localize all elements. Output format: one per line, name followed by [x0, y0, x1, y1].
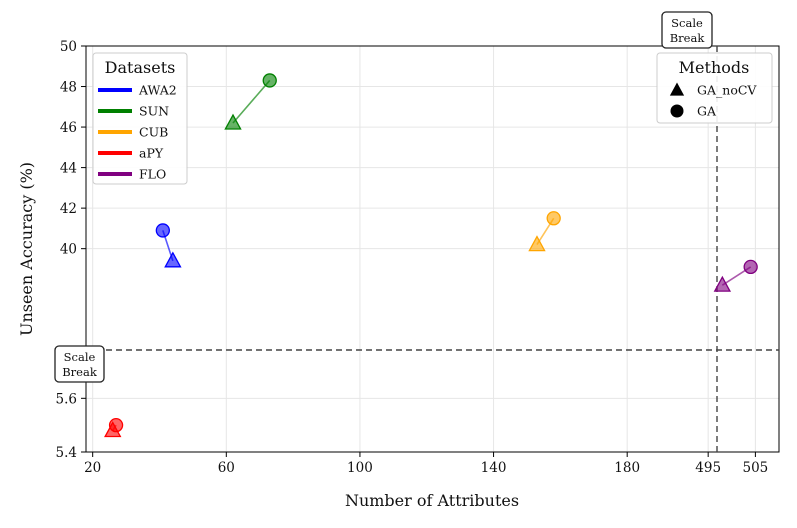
connector-sun	[232, 79, 271, 124]
legend-label-cub: CUB	[139, 125, 168, 140]
series-apy	[104, 418, 124, 438]
scale-break-text-left-line1: Scale	[64, 350, 96, 364]
series-sun	[224, 73, 277, 130]
point-awa2-ga-nocv	[164, 251, 182, 268]
y-tick-label: 46	[60, 120, 77, 136]
point-cub-ga	[546, 211, 561, 226]
x-tick-label: 100	[347, 460, 373, 476]
x-tick-label: 20	[84, 460, 101, 476]
y-tick-label: 44	[60, 161, 77, 177]
scale-break-text-left-line2: Break	[62, 365, 98, 379]
legend-label-sun: SUN	[139, 104, 169, 119]
y-tick-label: 50	[60, 39, 77, 55]
x-tick-label: 60	[218, 460, 235, 476]
point-awa2-ga	[155, 223, 170, 238]
data-points	[104, 73, 758, 438]
legend-marker-circle-icon	[670, 104, 684, 118]
point-sun-ga	[262, 73, 277, 88]
point-apy-ga	[108, 418, 124, 433]
point-flo-ga-nocv	[713, 275, 732, 292]
x-tick-label: 180	[614, 460, 640, 476]
y-tick-label: 40	[60, 242, 77, 258]
x-tick-label: 495	[695, 460, 721, 476]
legend-label-apy: aPY	[139, 146, 164, 161]
x-tick-label: 505	[742, 460, 768, 476]
scale-break-text-top-line2: Break	[670, 31, 706, 45]
y-tick-label: 42	[60, 201, 77, 217]
legend-label-flo: FLO	[139, 167, 166, 182]
legend-methods: Methods GA_noCV GA	[656, 52, 773, 124]
y-tick-label: 48	[60, 80, 77, 96]
scale-break-label-top: Scale Break	[661, 11, 713, 49]
legend-marker-triangle-icon	[669, 82, 685, 96]
legend-label-awa2: AWA2	[138, 83, 177, 98]
legend-label-ga: GA	[697, 104, 717, 119]
legend-methods-title: Methods	[679, 58, 750, 77]
y-axis-title: Unseen Accuracy (%)	[17, 162, 36, 336]
legend-label-ga_nocv: GA_noCV	[697, 83, 757, 98]
series-flo	[713, 259, 758, 292]
scale-break-text-top-line1: Scale	[671, 16, 703, 30]
scale-break-label-left: Scale Break	[54, 345, 105, 383]
x-axis: 20 60 100 140 180 495 505	[84, 452, 768, 476]
series-awa2	[155, 223, 182, 268]
x-axis-title: Number of Attributes	[345, 491, 519, 510]
y-axis: 40 42 44 46 48 50 5.4 5.6	[56, 39, 86, 461]
legend-datasets: Datasets AWA2 SUN CUB aPY FLO	[92, 52, 188, 185]
y-tick-label: 5.4	[56, 445, 77, 461]
point-cub-ga-nocv	[528, 235, 546, 252]
series-cub	[528, 211, 561, 252]
legend-datasets-title: Datasets	[105, 58, 176, 77]
y-tick-label: 5.6	[56, 391, 77, 407]
point-sun-ga-nocv	[224, 113, 242, 130]
point-flo-ga	[743, 259, 758, 275]
x-tick-label: 140	[481, 460, 507, 476]
